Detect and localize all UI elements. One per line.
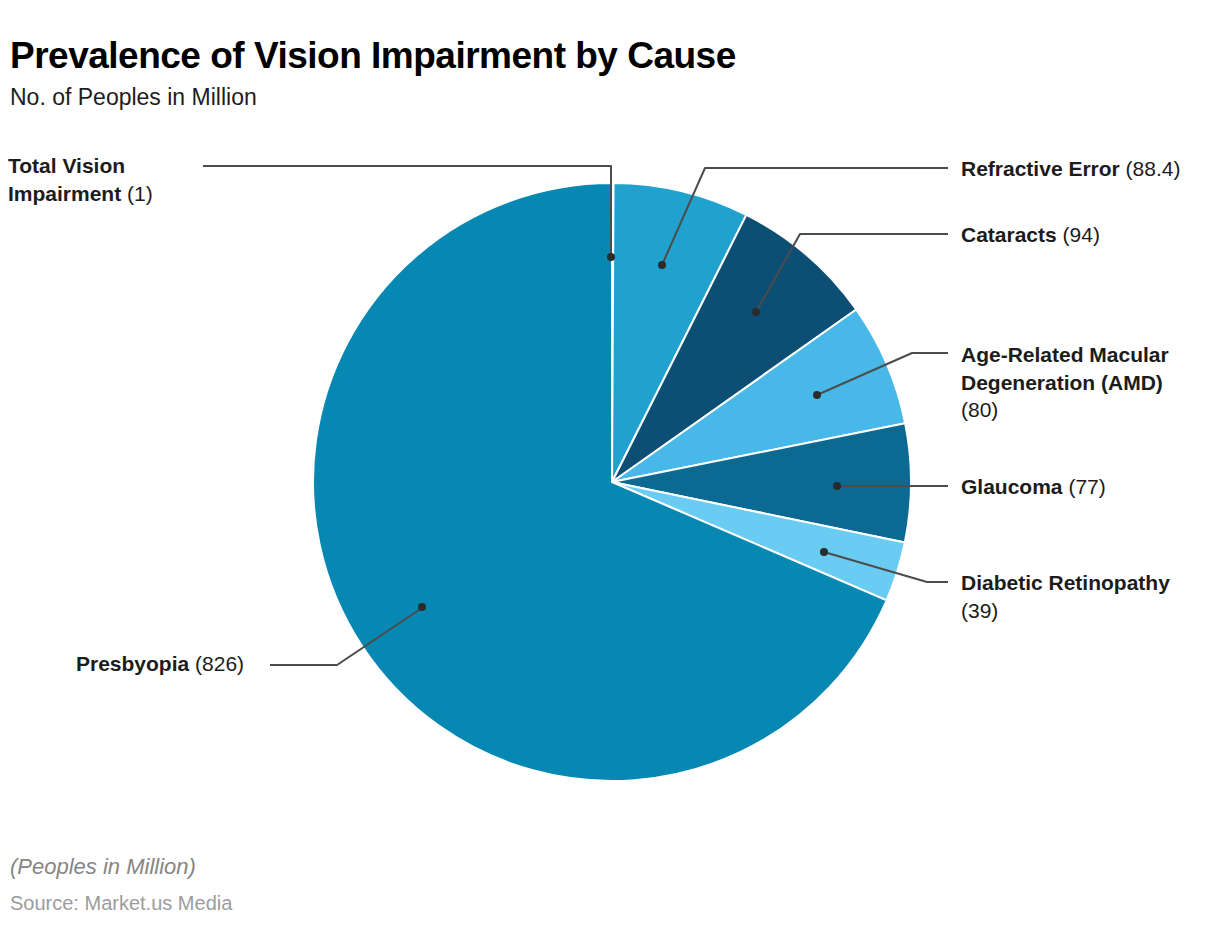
- pie: [313, 183, 911, 781]
- slice-label-presbyopia: Presbyopia (826): [76, 650, 276, 678]
- slice-value: (826): [195, 652, 244, 675]
- chart-canvas: Prevalence of Vision Impairment by Cause…: [0, 0, 1220, 928]
- slice-value: (1): [127, 182, 153, 205]
- leader-dot-refractive-error: [658, 261, 666, 269]
- slice-name: Age-Related Macular Degeneration (AMD): [961, 343, 1169, 394]
- slice-name: Diabetic Retinopathy: [961, 571, 1170, 594]
- leader-dot-amd: [813, 391, 821, 399]
- leader-dot-diabetic-retinopathy: [820, 548, 828, 556]
- slice-value: (39): [961, 599, 998, 622]
- slice-name: Refractive Error: [961, 157, 1120, 180]
- leader-dot-glaucoma: [833, 482, 841, 490]
- slice-label-total-vision-impairment: Total Vision Impairment (1): [8, 152, 188, 207]
- slice-value: (88.4): [1126, 157, 1181, 180]
- page-title: Prevalence of Vision Impairment by Cause: [10, 35, 736, 77]
- slice-value: (77): [1068, 475, 1105, 498]
- leader-dot-presbyopia: [418, 603, 426, 611]
- slice-value: (80): [961, 398, 998, 421]
- slice-name: Cataracts: [961, 223, 1057, 246]
- slice-value: (94): [1063, 223, 1100, 246]
- slice-name: Glaucoma: [961, 475, 1063, 498]
- source-credit: Source: Market.us Media: [10, 892, 232, 915]
- slice-label-amd: Age-Related Macular Degeneration (AMD) (…: [961, 341, 1206, 424]
- chart-subtitle: No. of Peoples in Million: [10, 84, 257, 111]
- slice-label-glaucoma: Glaucoma (77): [961, 473, 1211, 501]
- slice-name: Presbyopia: [76, 652, 189, 675]
- unit-note: (Peoples in Million): [10, 854, 196, 880]
- pie-chart-svg: [0, 0, 1220, 928]
- leader-dot-total-vision-impairment: [607, 253, 615, 261]
- slice-name: Total Vision Impairment: [8, 154, 125, 205]
- slice-label-diabetic-retinopathy: Diabetic Retinopathy (39): [961, 569, 1196, 624]
- leader-dot-cataracts: [752, 308, 760, 316]
- slice-label-cataracts: Cataracts (94): [961, 221, 1211, 249]
- slice-label-refractive-error: Refractive Error (88.4): [961, 155, 1211, 183]
